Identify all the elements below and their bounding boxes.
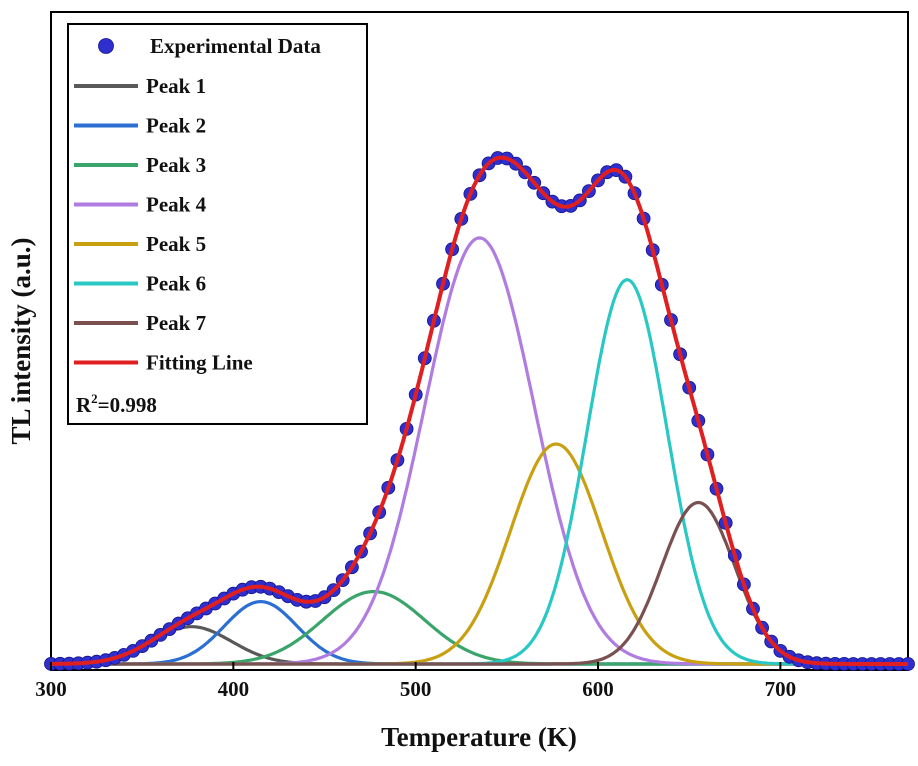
legend-label-2: Peak 2 xyxy=(146,114,206,138)
legend-experimental-marker xyxy=(98,38,114,54)
legend-label-6: Peak 6 xyxy=(146,272,206,296)
legend-label-8: Fitting Line xyxy=(146,351,253,375)
legend-label-5: Peak 5 xyxy=(146,232,206,256)
r-squared-annotation: R2=0.998 xyxy=(76,391,157,417)
legend-experimental-label: Experimental Data xyxy=(150,34,321,58)
x-tick-label: 300 xyxy=(35,677,67,701)
r-squared-label: R xyxy=(76,393,92,417)
r-squared-superscript: 2 xyxy=(91,391,98,406)
legend: Experimental Data Peak 1 Peak 2 Peak 3 Peak … xyxy=(67,23,368,425)
legend-box xyxy=(67,23,368,425)
x-tick-label: 700 xyxy=(765,677,797,701)
curves-layer xyxy=(44,151,915,671)
legend-label-4: Peak 4 xyxy=(146,193,207,217)
fitting-line-curve xyxy=(51,155,908,666)
y-axis-label: TL intensity (a.u.) xyxy=(6,237,36,444)
x-tick-label: 500 xyxy=(400,677,432,701)
legend-entries: Experimental Data Peak 1 Peak 2 Peak 3 Peak … xyxy=(74,34,321,375)
x-tick-label: 600 xyxy=(582,677,614,701)
peak-7-curve xyxy=(51,500,908,666)
plot-frame xyxy=(50,11,909,671)
x-axis-ticks: 300 400 500 600 700 xyxy=(35,662,796,701)
peak-5-curve xyxy=(51,442,908,666)
r-squared-value: =0.998 xyxy=(98,393,157,417)
legend-label-7: Peak 7 xyxy=(146,311,206,335)
x-tick-label: 400 xyxy=(218,677,250,701)
x-axis-label: Temperature (K) xyxy=(381,722,577,752)
legend-label-1: Peak 1 xyxy=(146,74,206,98)
legend-label-3: Peak 3 xyxy=(146,153,206,177)
